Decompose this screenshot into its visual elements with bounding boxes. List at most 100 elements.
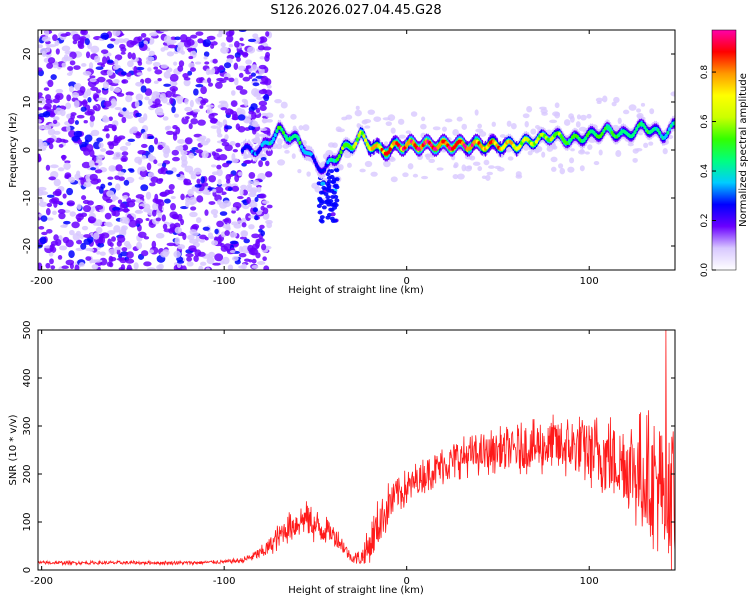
heatmap-cell (188, 170, 194, 175)
heatmap-cell (178, 60, 185, 67)
heatmap-cell (97, 242, 105, 248)
heatmap-cell (62, 193, 67, 199)
heatmap-cell (212, 262, 221, 266)
heatmap-cell (373, 116, 382, 122)
heatmap-cell (145, 191, 152, 200)
heatmap-cell (247, 179, 253, 185)
heatmap-cell (248, 171, 256, 179)
heatmap-cell (43, 87, 50, 91)
heatmap-cell (198, 265, 204, 270)
heatmap-cell (60, 224, 68, 228)
heatmap-cell (106, 69, 114, 76)
heatmap-cell (229, 249, 236, 254)
heatmap-cell (220, 42, 226, 48)
heatmap-cell (100, 232, 110, 239)
heatmap-cell (260, 157, 267, 161)
heatmap-cell (186, 39, 195, 46)
heatmap-cell (177, 139, 186, 145)
heatmap-cell (189, 211, 198, 218)
heatmap-cell (134, 156, 143, 164)
heatmap-cell (97, 62, 105, 66)
spectrogram-y-tick-label: 10 (22, 96, 33, 109)
heatmap-cell (93, 232, 100, 240)
heatmap-cell (100, 49, 109, 54)
heatmap-cell (211, 67, 216, 75)
heatmap-cell (120, 155, 128, 163)
heatmap-cell (457, 173, 465, 180)
heatmap-cell (241, 98, 247, 103)
heatmap-cell (385, 121, 392, 127)
heatmap-cell (622, 109, 630, 115)
heatmap-cell (332, 142, 338, 149)
heatmap-cell (251, 64, 258, 72)
snr-y-tick-label: 200 (22, 464, 33, 483)
heatmap-cell (241, 162, 247, 167)
heatmap-cell (102, 56, 107, 65)
heatmap-cell (275, 129, 279, 134)
heatmap-cell (69, 211, 77, 217)
heatmap-cell (46, 62, 54, 69)
heatmap-cell (220, 107, 228, 111)
heatmap-cell (85, 256, 92, 261)
heatmap-cell (122, 107, 127, 112)
heatmap-cell (224, 125, 233, 130)
heatmap-cell (325, 195, 331, 200)
heatmap-cell (38, 97, 46, 105)
heatmap-cell (325, 172, 331, 177)
heatmap-cell (284, 149, 290, 154)
heatmap-cell (107, 59, 114, 64)
heatmap-cell (477, 123, 483, 129)
heatmap-cell (182, 72, 189, 79)
heatmap-cell (38, 201, 48, 208)
heatmap-cell (72, 33, 81, 42)
heatmap-cell (319, 201, 325, 206)
heatmap-cell (635, 148, 643, 152)
heatmap-cell (46, 137, 55, 143)
heatmap-cell (189, 67, 197, 72)
heatmap-cell (87, 216, 96, 224)
snr-y-tick-label: 100 (22, 512, 33, 531)
heatmap-cell (88, 62, 94, 70)
heatmap-cell (38, 107, 43, 111)
heatmap-cell (91, 264, 99, 270)
heatmap-cell (190, 34, 198, 39)
heatmap-cell (255, 132, 260, 139)
heatmap-cell (38, 226, 45, 230)
heatmap-cell (670, 91, 675, 97)
heatmap-cell (87, 97, 92, 103)
heatmap-cell (235, 123, 241, 131)
heatmap-cell (266, 84, 272, 89)
heatmap-cell (388, 147, 392, 152)
heatmap-cell (274, 98, 282, 104)
heatmap-cell (263, 94, 270, 102)
heatmap-cell (105, 133, 110, 139)
heatmap-cell (237, 114, 246, 121)
heatmap-cell (210, 209, 219, 215)
heatmap-cell (636, 108, 642, 113)
heatmap-cell (261, 243, 267, 251)
heatmap-cell (114, 246, 122, 251)
heatmap-cell (66, 200, 75, 207)
heatmap-cell (176, 45, 184, 54)
heatmap-cell (71, 92, 80, 99)
heatmap-cell (398, 134, 406, 139)
heatmap-cell (265, 160, 270, 167)
heatmap-cell (102, 81, 110, 90)
heatmap-cell (461, 123, 468, 130)
heatmap-cell (108, 248, 118, 255)
heatmap-cell (388, 157, 396, 163)
heatmap-cell (141, 250, 149, 257)
heatmap-cell (354, 109, 362, 117)
heatmap-cell (355, 137, 360, 142)
heatmap-cell (121, 247, 128, 252)
heatmap-cell (203, 51, 210, 57)
heatmap-cell (188, 152, 195, 159)
heatmap-cell (239, 89, 248, 95)
heatmap-cell (231, 221, 239, 226)
heatmap-cell (576, 114, 581, 120)
heatmap-cell (47, 128, 56, 136)
heatmap-cell (61, 62, 67, 68)
heatmap-cell (173, 113, 180, 118)
heatmap-cell (176, 173, 181, 177)
heatmap-cell (277, 159, 286, 166)
